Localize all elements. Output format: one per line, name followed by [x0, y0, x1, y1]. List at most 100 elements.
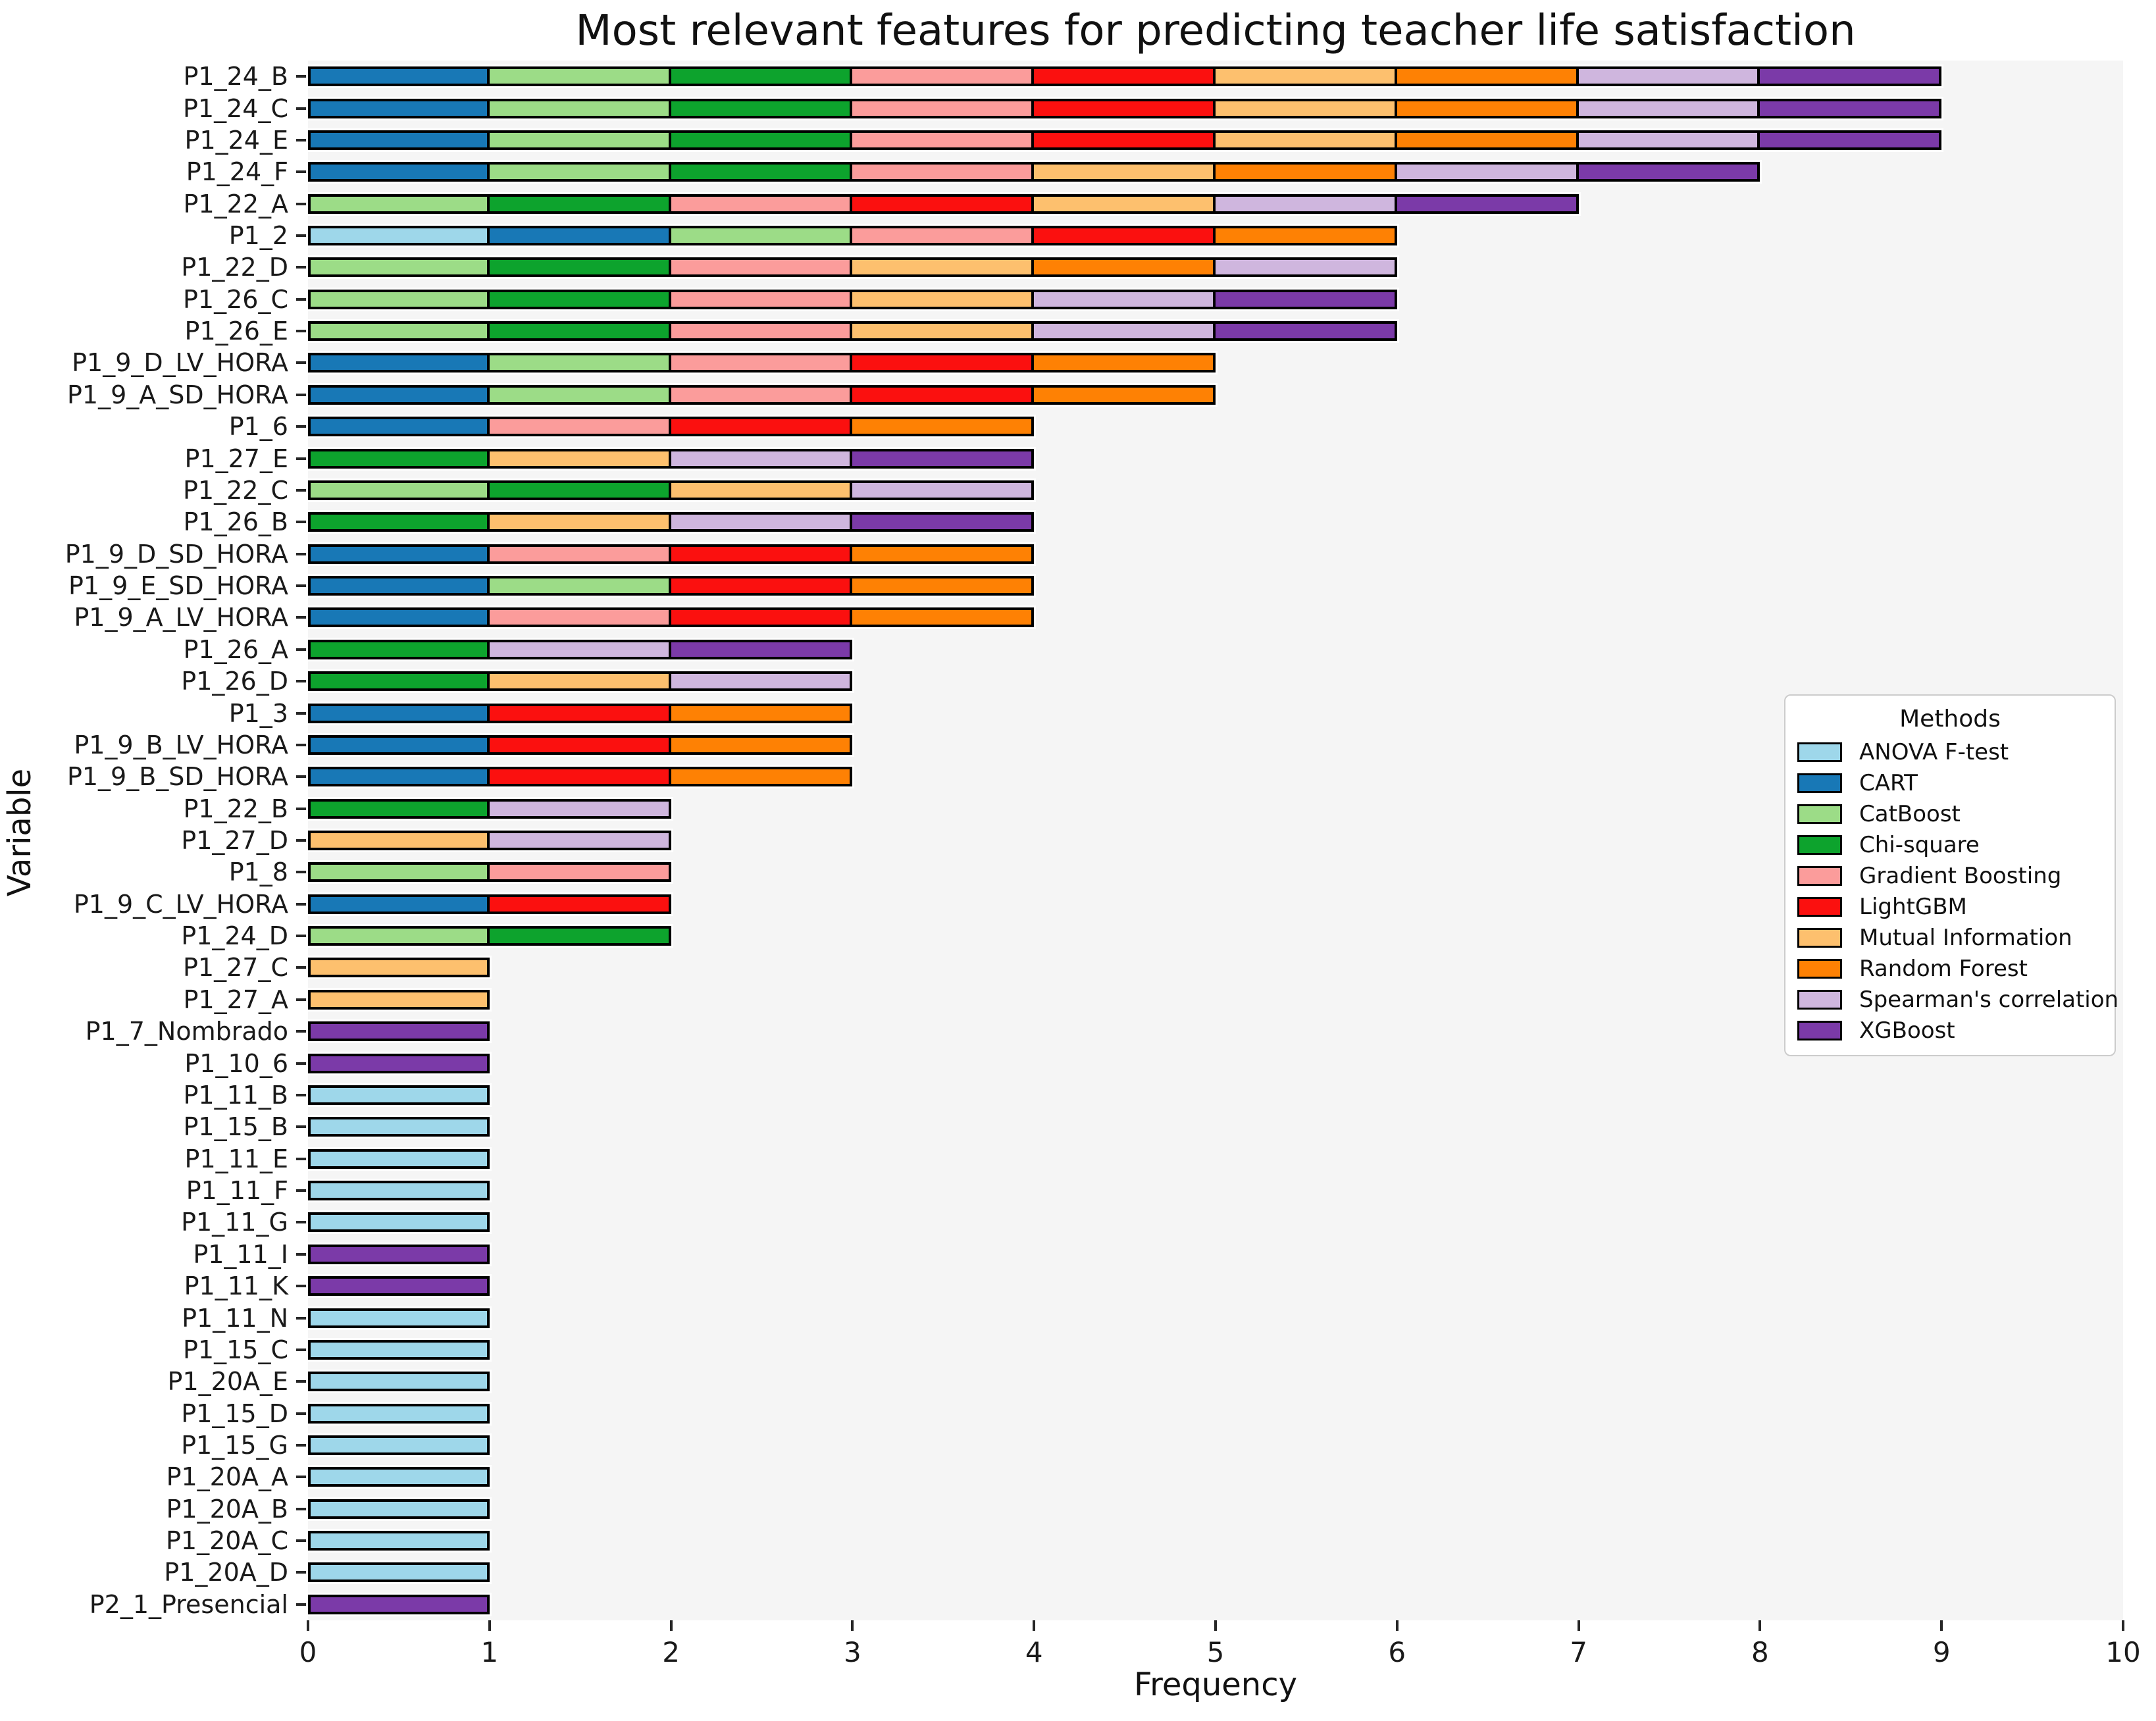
- bar-segment: [308, 98, 490, 118]
- legend-item-label: Chi-square: [1859, 831, 1980, 858]
- y-tick-mark: [296, 1380, 307, 1383]
- y-tick-mark: [296, 1443, 307, 1447]
- bar: [308, 512, 1035, 532]
- bar-segment: [850, 512, 1035, 532]
- bar-segment: [1394, 193, 1579, 214]
- bar: [308, 289, 1397, 309]
- bar-segment: [668, 703, 853, 723]
- bar: [308, 639, 853, 659]
- bar-segment: [1757, 66, 1942, 87]
- legend-item: CatBoost: [1797, 798, 2115, 829]
- legend-item-label: XGBoost: [1859, 1017, 1955, 1044]
- bar-segment: [486, 671, 671, 692]
- y-tick-mark: [296, 361, 307, 365]
- y-tick-label: P1_20A_E: [167, 1367, 288, 1397]
- y-tick-mark: [296, 425, 307, 428]
- bar-segment: [486, 193, 671, 214]
- y-tick-mark: [296, 138, 307, 141]
- bar-segment: [486, 734, 671, 755]
- y-tick-label: P1_20A_C: [166, 1526, 288, 1556]
- bar-segment: [308, 1435, 490, 1455]
- y-tick-label: P1_20A_B: [166, 1494, 288, 1524]
- bar-segment: [668, 607, 853, 628]
- bar-segment: [308, 1117, 490, 1137]
- bar: [308, 958, 490, 978]
- bar: [308, 98, 1942, 118]
- x-axis-label: Frequency: [1134, 1666, 1297, 1703]
- y-tick-mark: [296, 1252, 307, 1256]
- bar-segment: [850, 193, 1035, 214]
- bar-segment: [668, 384, 853, 405]
- y-tick-label: P1_22_C: [183, 475, 288, 505]
- y-tick-mark: [296, 998, 307, 1001]
- y-tick-mark: [296, 1539, 307, 1543]
- bar: [308, 1403, 490, 1424]
- y-tick-label: P1_26_D: [181, 667, 288, 696]
- bar-segment: [1213, 66, 1397, 87]
- bar: [308, 1053, 490, 1073]
- bar-segment: [486, 544, 671, 564]
- bar: [308, 1372, 490, 1392]
- legend-swatch: [1797, 896, 1842, 917]
- legend-item: CART: [1797, 767, 2115, 798]
- y-tick-label: P1_11_F: [186, 1176, 288, 1206]
- y-tick-label: P1_24_D: [181, 921, 288, 951]
- y-tick-mark: [296, 1348, 307, 1351]
- bar-segment: [850, 162, 1035, 182]
- bar: [308, 1181, 490, 1201]
- x-tick-label: 8: [1751, 1636, 1769, 1668]
- y-tick-label: P1_9_C_LV_HORA: [73, 889, 288, 919]
- y-tick-label: P1_15_B: [183, 1112, 288, 1142]
- bar-segment: [308, 1594, 490, 1614]
- y-tick-label: P1_9_D_LV_HORA: [72, 348, 288, 378]
- legend-swatch: [1797, 1020, 1842, 1040]
- legend-item: Chi-square: [1797, 829, 2115, 860]
- bar-segment: [1394, 98, 1579, 118]
- x-tick-mark: [1940, 1620, 1943, 1631]
- y-tick-mark: [296, 1476, 307, 1479]
- y-tick-label: P1_11_N: [182, 1303, 288, 1333]
- x-tick-label: 10: [2105, 1636, 2141, 1668]
- y-tick-label: P1_15_D: [181, 1399, 288, 1428]
- legend-item: XGBoost: [1797, 1015, 2115, 1046]
- y-tick-mark: [296, 552, 307, 555]
- x-tick-mark: [2122, 1620, 2124, 1631]
- y-tick-label: P1_7_Nombrado: [85, 1017, 288, 1046]
- y-tick-mark: [296, 1285, 307, 1288]
- bar: [308, 1117, 490, 1137]
- bar: [308, 1276, 490, 1297]
- bar-segment: [1031, 353, 1216, 373]
- bar-segment: [668, 639, 853, 659]
- bar-segment: [850, 480, 1035, 500]
- legend-item-label: CatBoost: [1859, 800, 1961, 827]
- bar-segment: [850, 130, 1035, 150]
- y-tick-label: P1_20A_A: [166, 1462, 288, 1492]
- legend-item-label: LightGBM: [1859, 893, 1967, 920]
- bar-segment: [850, 226, 1035, 246]
- bar-segment: [850, 66, 1035, 87]
- bar-segment: [308, 321, 490, 342]
- chart-title: Most relevant features for predicting te…: [575, 7, 1856, 55]
- bar-segment: [308, 480, 490, 500]
- bar-segment: [668, 226, 853, 246]
- bar-segment: [1031, 98, 1216, 118]
- bar-segment: [486, 576, 671, 596]
- bar-segment: [1213, 130, 1397, 150]
- y-tick-mark: [296, 75, 307, 78]
- bar-segment: [1576, 162, 1760, 182]
- x-tick-label: 9: [1932, 1636, 1951, 1668]
- bar-segment: [308, 734, 490, 755]
- bar-segment: [308, 1372, 490, 1392]
- y-tick-label: P1_27_E: [184, 444, 288, 473]
- bar-segment: [308, 1531, 490, 1551]
- bar-segment: [486, 257, 671, 278]
- bar-segment: [1031, 321, 1216, 342]
- x-tick-mark: [488, 1620, 491, 1631]
- legend-item: LightGBM: [1797, 891, 2115, 922]
- y-tick-mark: [296, 107, 307, 110]
- bar-segment: [668, 162, 853, 182]
- y-tick-mark: [296, 297, 307, 301]
- y-tick-label: P1_11_G: [181, 1208, 288, 1237]
- bar-segment: [308, 989, 490, 1010]
- x-tick-label: 3: [844, 1636, 861, 1668]
